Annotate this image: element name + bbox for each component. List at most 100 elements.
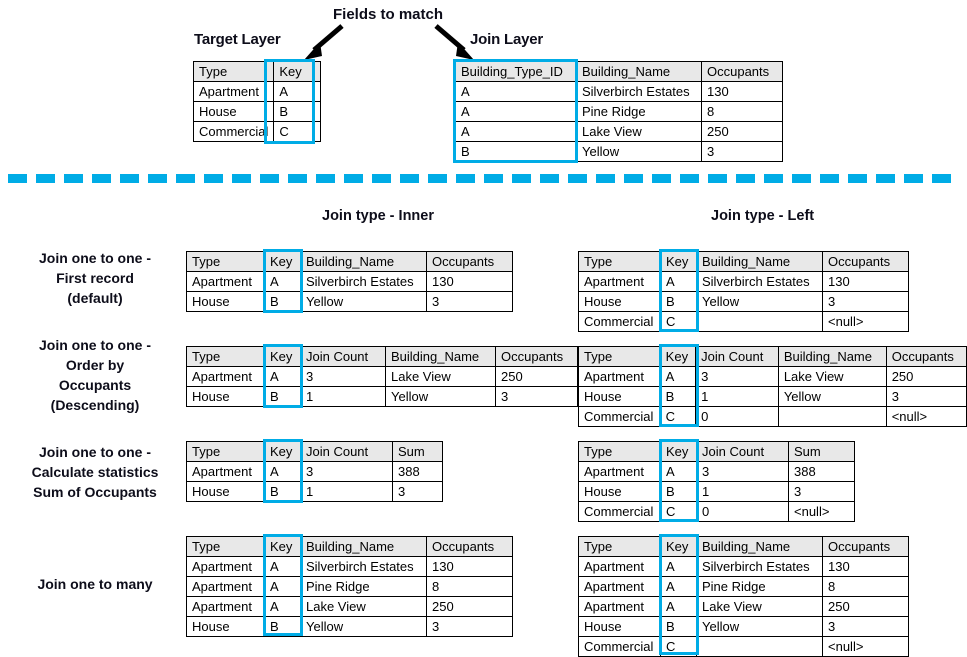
target-layer-table-wrap: Type Key Apartment A House B Commercial C [192, 59, 322, 144]
divider-dash [428, 174, 447, 183]
divider-dash [904, 174, 923, 183]
table-cell: 250 [822, 596, 909, 617]
divider-dash [8, 174, 27, 183]
left-join-column-title: Join type - Left [711, 208, 815, 224]
table-cell: 1 [300, 386, 386, 407]
table-row: Apartment A 3 388 [186, 461, 443, 482]
table-cell: Yellow [300, 291, 427, 312]
table-cell: C [659, 406, 697, 427]
table-cell: Yellow [696, 291, 823, 312]
table-cell: 8 [701, 101, 783, 122]
table-row: Apartment A Pine Ridge 8 [186, 576, 513, 597]
column-header: Key [264, 251, 301, 272]
table-cell: A [659, 366, 697, 387]
table-header-row: Type Key Join Count Sum [186, 441, 443, 462]
column-header: Occupants [495, 346, 578, 367]
divider-dash [92, 174, 111, 183]
column-header: Building_Type_ID [455, 61, 577, 82]
table-cell: A [660, 596, 697, 617]
table-row: Apartment A Lake View 250 [578, 596, 909, 617]
left-table-one-to-many: Type Key Building_Name Occupants Apartment A S… [578, 536, 909, 657]
divider-dash [120, 174, 139, 183]
divider-dash [568, 174, 587, 183]
row-label-line: Join one to one - [39, 250, 151, 266]
inner-table-2-wrap: Type Key Join Count Building_Name Occupants A… [186, 344, 578, 408]
table-row: Apartment A Pine Ridge 8 [578, 576, 909, 597]
table-cell: Apartment [578, 366, 661, 387]
table-cell: A [264, 556, 301, 577]
table-row: House B Yellow 3 [578, 291, 909, 312]
divider-dash [288, 174, 307, 183]
table-row: Commercial C [192, 121, 322, 142]
row-label-line: Occupants [58, 377, 132, 393]
join-layer-table: Building_Type_ID Building_Name Occupants A S… [455, 61, 783, 162]
divider-dash [848, 174, 867, 183]
table-cell: Lake View [385, 366, 496, 387]
table-cell: Yellow [300, 616, 427, 637]
table-cell: 3 [696, 461, 789, 482]
table-cell: 3 [426, 616, 513, 637]
divider-dash [820, 174, 839, 183]
column-header: Join Count [300, 346, 386, 367]
column-header: Key [660, 536, 697, 557]
table-cell: 388 [788, 461, 855, 482]
table-cell: <null> [822, 311, 909, 332]
row-label-calculate-statistics: Join one to one - Calculate statistics S… [0, 442, 190, 502]
table-cell: 0 [695, 406, 779, 427]
table-row: Apartment A Silverbirch Estates 130 [578, 556, 909, 577]
inner-table-1-wrap: Type Key Building_Name Occupants Apartment A S… [186, 249, 513, 313]
column-header: Building_Name [696, 536, 823, 557]
table-header-row: Building_Type_ID Building_Name Occupants [455, 61, 783, 82]
divider-dash [400, 174, 419, 183]
row-label-line: (Descending) [50, 397, 140, 413]
column-header: Type [186, 441, 265, 462]
table-cell: House [186, 616, 265, 637]
table-cell: Yellow [576, 141, 702, 162]
table-cell: House [186, 386, 265, 407]
table-header-row: Type Key Join Count Sum [578, 441, 855, 462]
left-table-3-wrap: Type Key Join Count Sum Apartment A 3 388 House B… [578, 439, 855, 522]
table-cell [696, 311, 823, 332]
divider-dash [148, 174, 167, 183]
column-header: Occupants [822, 536, 909, 557]
table-cell: 3 [426, 291, 513, 312]
divider-dash [316, 174, 335, 183]
divider-dash [232, 174, 251, 183]
table-row: Apartment A Lake View 250 [186, 596, 513, 617]
inner-table-order-by: Type Key Join Count Building_Name Occupants A… [186, 346, 578, 407]
table-cell [696, 636, 823, 657]
table-cell: 3 [701, 141, 783, 162]
table-row: House B Yellow 3 [578, 616, 909, 637]
table-cell: A [264, 576, 301, 597]
table-row: Apartment A 3 Lake View 250 [186, 366, 578, 387]
table-cell: A [660, 556, 697, 577]
table-cell: 3 [495, 386, 578, 407]
table-cell: 130 [426, 556, 513, 577]
table-cell: Silverbirch Estates [300, 556, 427, 577]
table-cell: B [659, 386, 697, 407]
row-label-line: Sum of Occupants [33, 484, 157, 500]
table-cell: C [273, 121, 322, 142]
divider-dash [876, 174, 895, 183]
inner-table-first-record: Type Key Building_Name Occupants Apartment A S… [186, 251, 513, 312]
divider-dash [792, 174, 811, 183]
table-cell: 3 [695, 366, 779, 387]
table-row: Apartment A [192, 81, 322, 102]
table-row: Apartment A 3 388 [578, 461, 855, 482]
table-cell: 130 [822, 271, 909, 292]
inner-table-3-wrap: Type Key Join Count Sum Apartment A 3 388 House B… [186, 439, 443, 503]
table-cell: Commercial [192, 121, 275, 142]
divider-dash [596, 174, 615, 183]
table-cell: Commercial [578, 501, 661, 522]
table-cell: Silverbirch Estates [576, 81, 702, 102]
divider-dash [932, 174, 951, 183]
table-cell: 250 [701, 121, 783, 142]
divider-dash [512, 174, 531, 183]
table-row: House B 1 3 [578, 481, 855, 502]
row-label-first-record: Join one to one - First record (default) [0, 248, 190, 308]
target-layer-title: Target Layer [194, 31, 281, 48]
table-header-row: Type Key Join Count Building_Name Occupants [186, 346, 578, 367]
column-header: Occupants [426, 536, 513, 557]
table-cell: 3 [822, 291, 909, 312]
table-cell: House [578, 481, 661, 502]
